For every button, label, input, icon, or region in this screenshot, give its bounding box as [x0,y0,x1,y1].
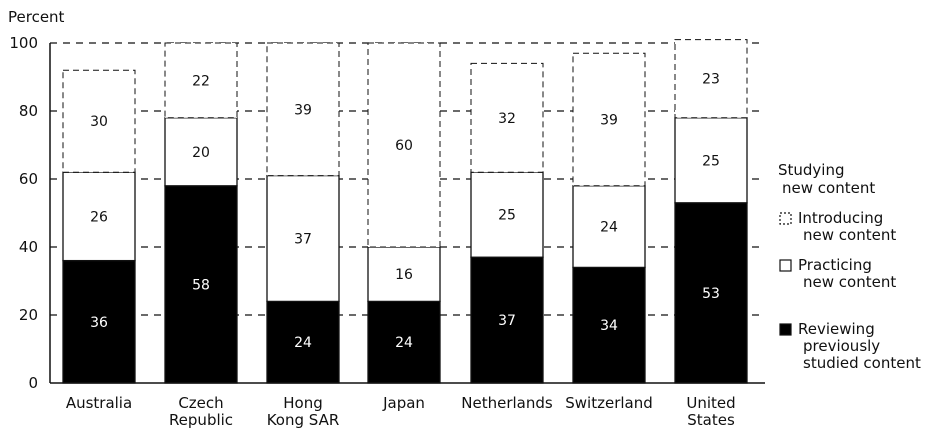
legend-label: Practicing new content [798,256,896,291]
legend-heading: Studying new content [778,161,875,197]
data-label: 22 [192,73,210,89]
legend-label: Reviewing previously studied content [798,320,921,372]
bar-segment [367,42,441,248]
data-label: 20 [192,145,210,161]
axes: 0 20 40 60 80 100 Australia Czech Republic Hong Ko… [9,34,765,428]
bar-segment [62,69,136,173]
data-label: 39 [294,102,312,118]
y-tick-label: 80 [19,102,38,120]
x-tick-label: Czech Republic [169,394,233,428]
bar-segment [674,39,748,119]
y-tick-label: 20 [19,306,38,324]
data-label: 36 [90,315,108,331]
data-label: 25 [702,153,720,169]
x-tick-label: Netherlands [461,394,553,412]
data-label: 32 [498,111,516,127]
y-tick-label: 0 [28,374,38,392]
bar-segment [470,62,544,173]
bar-segment [470,171,544,258]
y-axis-label: Percent [8,8,65,26]
bar-segment [164,42,238,119]
x-tick-label: Hong Kong SAR [267,394,340,428]
data-label: 24 [294,335,312,351]
data-label: 23 [702,72,720,88]
data-label: 24 [395,335,413,351]
bar-segment [572,52,646,187]
data-label: 24 [600,220,618,236]
data-label: 39 [600,113,618,129]
data-label: 37 [498,313,516,329]
bar-segment [266,300,340,384]
data-label: 37 [294,232,312,248]
data-label: 16 [395,267,413,283]
bar-segment [367,246,441,303]
bar-segment [674,202,748,384]
data-label: 26 [90,209,108,225]
bar-segment [266,42,340,177]
legend-swatch [779,323,792,336]
data-label: 25 [498,208,516,224]
legend: Studying new content Introducing new conten… [778,161,921,372]
bar-segment [572,185,646,269]
y-tick-label: 40 [19,238,38,256]
data-label: 34 [600,318,618,334]
bar-segment [470,256,544,384]
bars: 36 26 30 58 20 22 24 37 39 24 16 60 37 25 32 34 24 39 53 25… [62,39,748,384]
y-tick-label: 60 [19,170,38,188]
legend-swatch [779,259,792,272]
data-label: 53 [702,286,720,302]
x-tick-label: Switzerland [565,394,653,412]
bar-segment [62,171,136,262]
bar-segment [164,117,238,187]
data-label: 60 [395,138,413,154]
y-tick-label: 100 [9,34,38,52]
legend-swatch [779,212,792,225]
x-tick-label: Australia [66,394,132,412]
bar-segment [674,117,748,204]
x-tick-label: United States [686,394,735,428]
bar-segment [62,259,136,384]
data-label: 30 [90,114,108,130]
data-label: 58 [192,277,210,293]
x-tick-label: Japan [382,394,425,412]
legend-label: Introducing new content [798,209,896,244]
